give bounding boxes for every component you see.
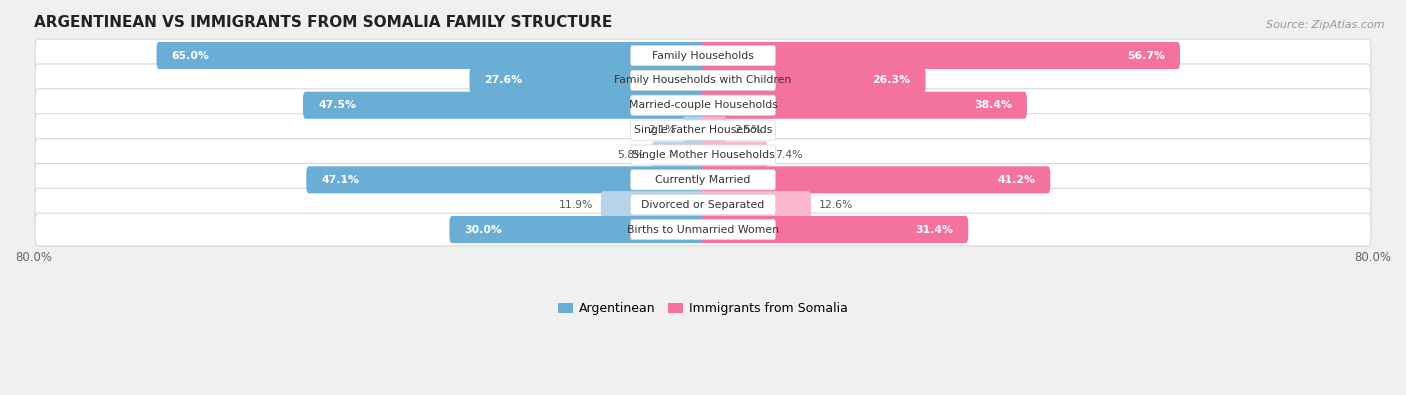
Text: 30.0%: 30.0% [464, 225, 502, 235]
Text: 65.0%: 65.0% [172, 51, 209, 60]
Text: 27.6%: 27.6% [485, 75, 523, 85]
FancyBboxPatch shape [302, 92, 706, 119]
FancyBboxPatch shape [35, 164, 1371, 196]
Text: 47.5%: 47.5% [318, 100, 356, 110]
FancyBboxPatch shape [700, 191, 811, 218]
FancyBboxPatch shape [700, 92, 1026, 119]
FancyBboxPatch shape [35, 114, 1371, 147]
Text: ARGENTINEAN VS IMMIGRANTS FROM SOMALIA FAMILY STRUCTURE: ARGENTINEAN VS IMMIGRANTS FROM SOMALIA F… [34, 15, 612, 30]
Text: 31.4%: 31.4% [915, 225, 953, 235]
Text: 2.5%: 2.5% [734, 125, 762, 135]
FancyBboxPatch shape [35, 39, 1371, 72]
FancyBboxPatch shape [631, 120, 775, 140]
Text: 12.6%: 12.6% [818, 200, 853, 210]
FancyBboxPatch shape [700, 42, 1180, 69]
Text: 5.8%: 5.8% [617, 150, 644, 160]
FancyBboxPatch shape [683, 117, 706, 144]
FancyBboxPatch shape [35, 89, 1371, 122]
FancyBboxPatch shape [631, 145, 775, 165]
FancyBboxPatch shape [35, 188, 1371, 221]
FancyBboxPatch shape [631, 95, 775, 115]
FancyBboxPatch shape [35, 64, 1371, 97]
FancyBboxPatch shape [450, 216, 706, 243]
Text: Source: ZipAtlas.com: Source: ZipAtlas.com [1267, 20, 1385, 30]
Text: Family Households with Children: Family Households with Children [614, 75, 792, 85]
Text: Divorced or Separated: Divorced or Separated [641, 200, 765, 210]
Text: Married-couple Households: Married-couple Households [628, 100, 778, 110]
FancyBboxPatch shape [700, 117, 727, 144]
Text: 11.9%: 11.9% [560, 200, 593, 210]
FancyBboxPatch shape [470, 67, 706, 94]
FancyBboxPatch shape [600, 191, 706, 218]
Text: Single Mother Households: Single Mother Households [631, 150, 775, 160]
Text: Births to Unmarried Women: Births to Unmarried Women [627, 225, 779, 235]
FancyBboxPatch shape [307, 166, 706, 194]
Text: 47.1%: 47.1% [322, 175, 360, 185]
FancyBboxPatch shape [631, 45, 775, 66]
Legend: Argentinean, Immigrants from Somalia: Argentinean, Immigrants from Somalia [553, 297, 853, 320]
FancyBboxPatch shape [700, 67, 925, 94]
FancyBboxPatch shape [700, 166, 1050, 194]
FancyBboxPatch shape [35, 213, 1371, 246]
FancyBboxPatch shape [631, 220, 775, 240]
Text: Currently Married: Currently Married [655, 175, 751, 185]
Text: 26.3%: 26.3% [872, 75, 911, 85]
FancyBboxPatch shape [631, 170, 775, 190]
Text: Family Households: Family Households [652, 51, 754, 60]
FancyBboxPatch shape [156, 42, 706, 69]
FancyBboxPatch shape [631, 195, 775, 215]
Text: 41.2%: 41.2% [997, 175, 1035, 185]
Text: 56.7%: 56.7% [1128, 51, 1166, 60]
Text: 38.4%: 38.4% [974, 100, 1012, 110]
FancyBboxPatch shape [631, 70, 775, 90]
FancyBboxPatch shape [35, 139, 1371, 171]
Text: 7.4%: 7.4% [775, 150, 803, 160]
Text: 2.1%: 2.1% [648, 125, 675, 135]
Text: Single Father Households: Single Father Households [634, 125, 772, 135]
FancyBboxPatch shape [652, 141, 706, 169]
FancyBboxPatch shape [700, 216, 969, 243]
FancyBboxPatch shape [700, 141, 768, 169]
